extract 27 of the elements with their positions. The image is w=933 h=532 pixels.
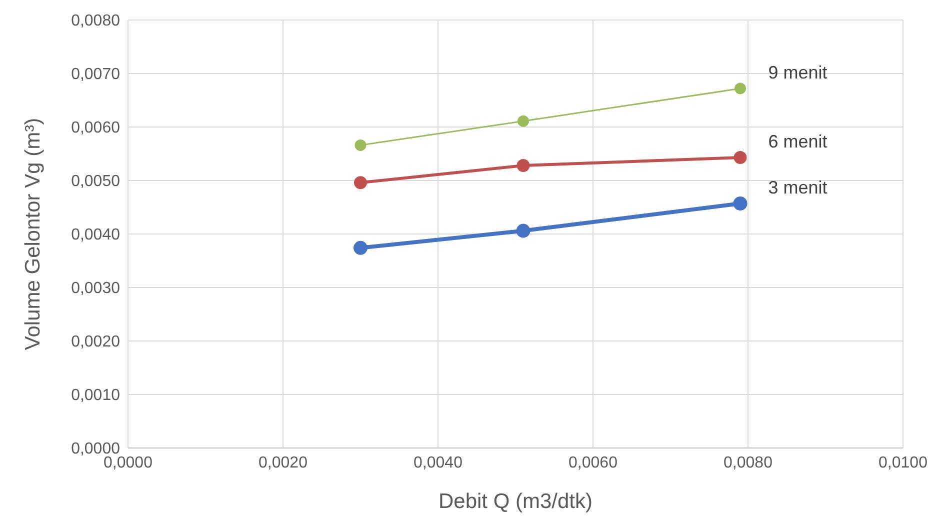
- point: [518, 115, 529, 127]
- series-label: 6 menit: [768, 131, 828, 152]
- y-tick-label: 0,0030: [71, 280, 120, 298]
- x-tick-label: 0,0080: [724, 454, 773, 472]
- y-tick-label: 0,0040: [71, 226, 120, 244]
- series-label: 9 menit: [768, 62, 828, 82]
- x-tick-label: 0,0060: [568, 454, 618, 472]
- x-axis-title: Debit Q (m3/dtk): [438, 490, 593, 513]
- y-tick-label: 0,0080: [71, 12, 120, 30]
- point: [516, 224, 530, 238]
- point: [516, 159, 530, 172]
- y-tick-label: 0,0060: [71, 120, 120, 137]
- x-tick-label: 0,0020: [258, 454, 308, 472]
- point: [733, 196, 748, 211]
- point: [354, 176, 367, 190]
- point: [734, 82, 746, 94]
- point: [354, 240, 368, 255]
- point: [734, 150, 747, 164]
- y-tick-label: 0,0050: [71, 173, 120, 190]
- series-label: 3 menit: [768, 178, 828, 198]
- y-tick-label: 0,0010: [71, 387, 120, 404]
- y-tick-label: 0,0020: [71, 334, 120, 351]
- point: [354, 139, 366, 151]
- y-tick-label: 0,0070: [71, 66, 120, 84]
- y-axis-title: Volume Gelontor Vg (m³): [21, 118, 44, 350]
- x-tick-label: 0,0040: [414, 454, 463, 472]
- x-tick-label: 0,0100: [878, 454, 928, 472]
